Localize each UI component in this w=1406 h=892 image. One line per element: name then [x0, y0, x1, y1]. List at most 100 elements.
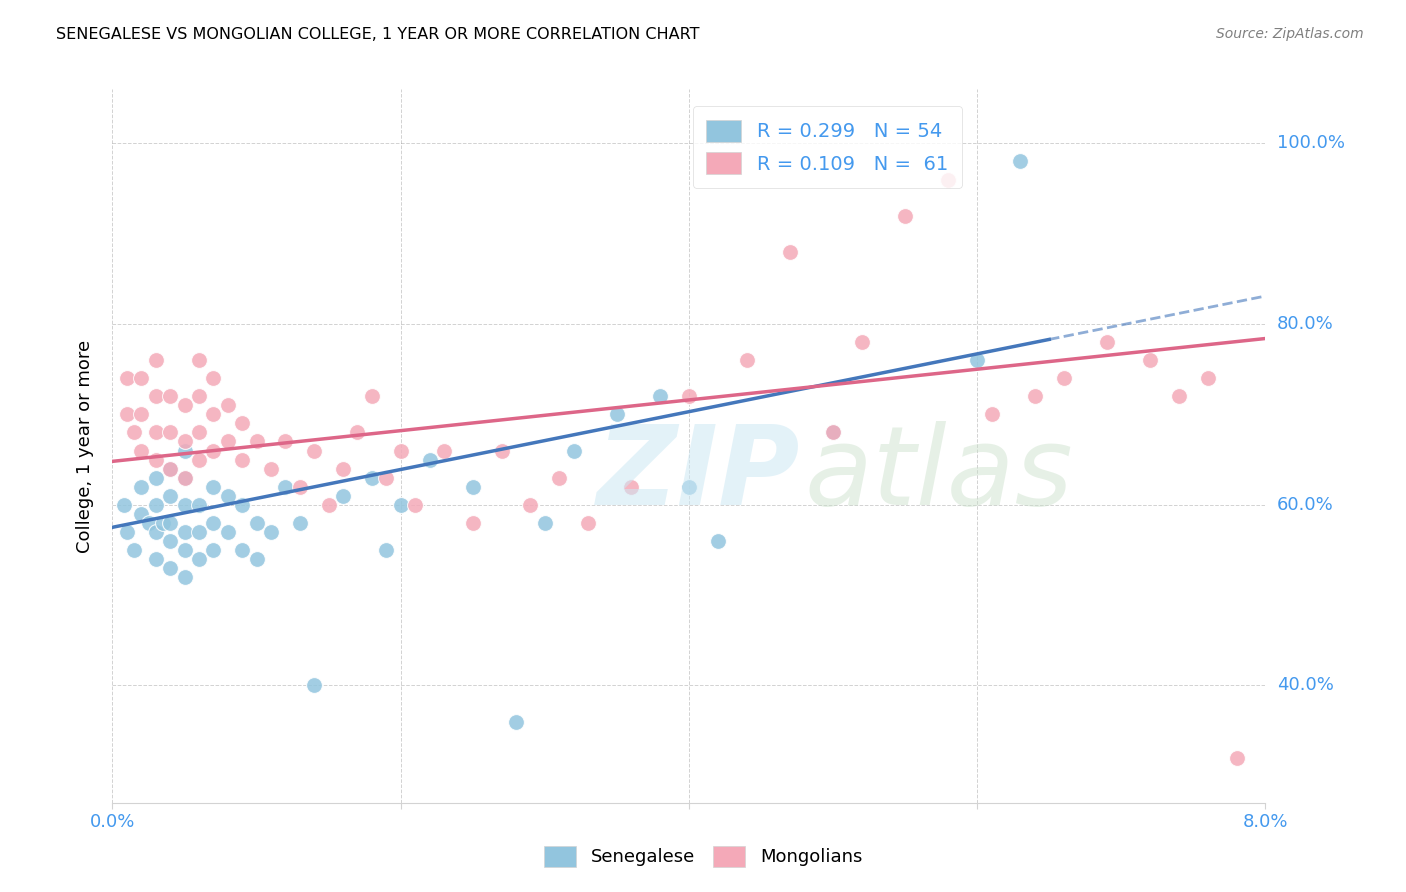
Point — [217, 398, 239, 412]
Point — [159, 533, 181, 548]
Point — [1052, 371, 1074, 385]
Point — [129, 408, 153, 422]
Point — [115, 408, 138, 422]
Text: ZIP: ZIP — [596, 421, 800, 528]
Point — [936, 172, 959, 186]
Point — [332, 461, 354, 475]
Point — [173, 434, 195, 449]
Point — [173, 570, 195, 584]
Point — [1010, 154, 1032, 169]
Point — [648, 389, 672, 403]
Point — [360, 470, 382, 484]
Point — [491, 443, 513, 458]
Point — [346, 425, 368, 440]
Point — [980, 408, 1002, 422]
Point — [606, 408, 628, 422]
Point — [288, 480, 311, 494]
Legend: Senegalese, Mongolians: Senegalese, Mongolians — [537, 838, 869, 874]
Text: Source: ZipAtlas.com: Source: ZipAtlas.com — [1216, 27, 1364, 41]
Point — [115, 371, 138, 385]
Point — [548, 470, 571, 484]
Point — [433, 443, 456, 458]
Point — [173, 398, 195, 412]
Point — [304, 443, 326, 458]
Point — [159, 425, 181, 440]
Point — [112, 498, 135, 512]
Point — [620, 480, 643, 494]
Point — [821, 425, 844, 440]
Point — [375, 542, 398, 557]
Point — [129, 443, 153, 458]
Point — [173, 524, 195, 539]
Text: 80.0%: 80.0% — [1277, 315, 1334, 333]
Point — [145, 524, 167, 539]
Point — [145, 552, 167, 566]
Point — [173, 542, 195, 557]
Point — [145, 498, 167, 512]
Point — [217, 524, 239, 539]
Legend: R = 0.299   N = 54, R = 0.109   N =  61: R = 0.299 N = 54, R = 0.109 N = 61 — [693, 106, 962, 188]
Point — [1197, 371, 1219, 385]
Point — [145, 389, 167, 403]
Point — [1225, 750, 1247, 764]
Point — [1095, 335, 1118, 350]
Point — [159, 389, 181, 403]
Point — [260, 524, 283, 539]
Point — [360, 389, 382, 403]
Text: 100.0%: 100.0% — [1277, 135, 1346, 153]
Point — [122, 542, 145, 557]
Point — [159, 561, 181, 575]
Point — [202, 408, 225, 422]
Point — [122, 425, 145, 440]
Point — [188, 524, 211, 539]
Point — [966, 353, 988, 368]
Point — [115, 524, 138, 539]
Point — [1024, 389, 1046, 403]
Point — [260, 461, 283, 475]
Point — [389, 498, 412, 512]
Point — [202, 542, 225, 557]
Point — [173, 470, 195, 484]
Point — [202, 443, 225, 458]
Point — [779, 244, 801, 259]
Point — [707, 533, 730, 548]
Point — [217, 489, 239, 503]
Point — [145, 425, 167, 440]
Point — [274, 480, 297, 494]
Point — [1167, 389, 1189, 403]
Point — [173, 498, 195, 512]
Point — [159, 516, 181, 530]
Point — [138, 516, 160, 530]
Point — [145, 353, 167, 368]
Point — [274, 434, 297, 449]
Text: 60.0%: 60.0% — [1277, 496, 1334, 514]
Point — [519, 498, 541, 512]
Point — [129, 480, 153, 494]
Point — [129, 507, 153, 521]
Point — [332, 489, 354, 503]
Point — [288, 516, 311, 530]
Point — [735, 353, 758, 368]
Point — [304, 678, 326, 692]
Point — [173, 443, 195, 458]
Point — [202, 480, 225, 494]
Point — [231, 417, 253, 431]
Point — [562, 443, 585, 458]
Point — [188, 452, 211, 467]
Point — [389, 443, 412, 458]
Text: SENEGALESE VS MONGOLIAN COLLEGE, 1 YEAR OR MORE CORRELATION CHART: SENEGALESE VS MONGOLIAN COLLEGE, 1 YEAR … — [56, 27, 700, 42]
Point — [231, 498, 253, 512]
Point — [245, 434, 267, 449]
Point — [202, 371, 225, 385]
Point — [318, 498, 340, 512]
Point — [145, 452, 167, 467]
Point — [188, 389, 211, 403]
Point — [851, 335, 873, 350]
Point — [152, 516, 174, 530]
Point — [419, 452, 441, 467]
Point — [159, 461, 181, 475]
Point — [188, 498, 211, 512]
Point — [1139, 353, 1161, 368]
Point — [217, 434, 239, 449]
Point — [129, 371, 153, 385]
